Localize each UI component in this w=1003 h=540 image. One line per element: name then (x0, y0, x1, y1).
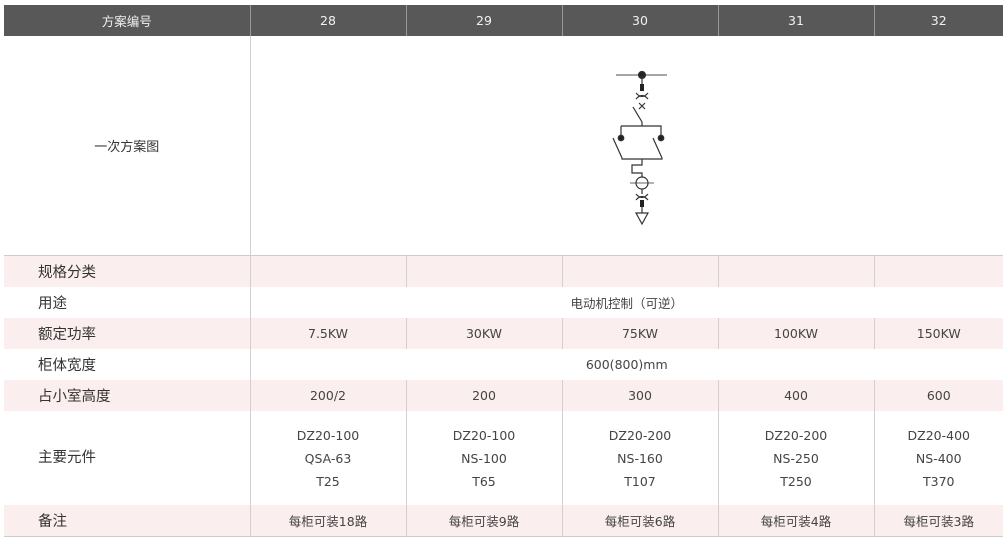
power-value: 75KW (561, 318, 718, 349)
width-value: 600(800)mm (249, 349, 1003, 380)
component: NS-100 (461, 450, 507, 466)
header-label: 方案编号 (4, 5, 250, 36)
power-value: 150KW (873, 318, 1003, 349)
component: T65 (472, 473, 496, 489)
spec-cell (717, 255, 874, 287)
scheme-28: 28 (249, 5, 406, 36)
remarks-value: 每柜可装18路 (249, 505, 406, 537)
remarks-value: 每柜可装4路 (717, 505, 874, 537)
component: T107 (624, 473, 656, 489)
components-cell: DZ20-200 NS-160 T107 (561, 411, 718, 505)
component: QSA-63 (304, 450, 352, 466)
component: DZ20-100 (452, 427, 516, 443)
remarks-value: 每柜可装6路 (561, 505, 718, 537)
scheme-table: 方案编号 28 29 30 31 32 一次方案图 规格分类 用途 电动机控制（… (4, 5, 1003, 537)
component: NS-400 (915, 450, 962, 466)
remarks-value: 每柜可装9路 (405, 505, 562, 537)
power-value: 30KW (405, 318, 562, 349)
component: DZ20-400 (907, 427, 970, 443)
height-value: 400 (717, 380, 874, 411)
diagram-cell (249, 36, 1003, 256)
height-value: 600 (873, 380, 1003, 411)
component: T25 (316, 473, 340, 489)
remarks-row: 备注 每柜可装18路 每柜可装9路 每柜可装6路 每柜可装4路 每柜可装3路 (4, 505, 1003, 537)
components-cell: DZ20-100 NS-100 T65 (405, 411, 562, 505)
scheme-29: 29 (405, 5, 562, 36)
height-value: 200 (405, 380, 562, 411)
spec-label: 规格分类 (4, 255, 250, 287)
width-row: 柜体宽度 600(800)mm (4, 349, 1003, 380)
power-value: 100KW (717, 318, 874, 349)
height-row: 占小室高度 200/2 200 300 400 600 (4, 380, 1003, 411)
component: NS-250 (773, 450, 819, 466)
power-value: 7.5KW (249, 318, 406, 349)
components-cell: DZ20-200 NS-250 T250 (717, 411, 874, 505)
component: DZ20-200 (608, 427, 672, 443)
components-label: 主要元件 (38, 449, 96, 466)
remarks-label: 备注 (4, 505, 250, 537)
width-label: 柜体宽度 (38, 358, 96, 374)
scheme-32: 32 (873, 5, 1003, 36)
spec-cell (873, 255, 1003, 287)
components-cell: DZ20-100 QSA-63 T25 (249, 411, 406, 505)
component: NS-160 (617, 450, 663, 466)
power-row: 额定功率 7.5KW 30KW 75KW 100KW 150KW (4, 318, 1003, 349)
component: DZ20-200 (764, 427, 828, 443)
usage-row: 用途 电动机控制（可逆） (4, 287, 1003, 318)
component: DZ20-100 (296, 427, 360, 443)
usage-value: 电动机控制（可逆） (249, 287, 1003, 318)
components-row: 主要元件 DZ20-100 QSA-63 T25 DZ20-100 NS-100 T65… (4, 411, 1003, 505)
height-value: 300 (561, 380, 718, 411)
components-cell: DZ20-400 NS-400 T370 (873, 411, 1003, 505)
spec-cell (561, 255, 718, 287)
spec-cell (405, 255, 562, 287)
header-row: 方案编号 28 29 30 31 32 (4, 5, 1003, 36)
height-label: 占小室高度 (4, 380, 250, 411)
diagram-row: 一次方案图 (4, 36, 1003, 256)
spec-cell (249, 255, 406, 287)
power-label: 额定功率 (4, 318, 250, 349)
height-value: 200/2 (249, 380, 406, 411)
component: T370 (923, 473, 955, 489)
diagram-label: 一次方案图 (4, 36, 250, 256)
scheme-30: 30 (561, 5, 718, 36)
remarks-value: 每柜可装3路 (873, 505, 1003, 537)
usage-label: 用途 (38, 296, 67, 312)
scheme-31: 31 (717, 5, 874, 36)
spec-row: 规格分类 (4, 255, 1003, 287)
component: T250 (780, 473, 812, 489)
